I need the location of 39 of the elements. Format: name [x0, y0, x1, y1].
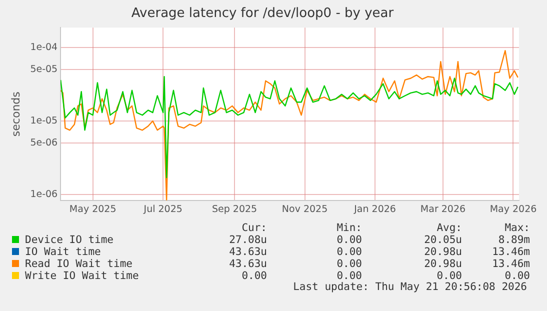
text: 0.00	[240, 270, 267, 282]
text: Cur:	[240, 222, 267, 234]
legend-label: Device IO time	[24, 234, 115, 246]
text: 20.98u	[423, 246, 462, 258]
y-axis-title: seconds	[9, 91, 22, 137]
x-tick-label: Sep 2025	[212, 204, 258, 215]
text: 0.00	[504, 270, 530, 282]
text: 0.00	[336, 246, 362, 258]
y-tick-label: 1e-05	[30, 115, 58, 126]
text: Avg:	[436, 222, 462, 234]
x-tick-label: Jul 2025	[142, 204, 182, 215]
y-tick-label: 1e-04	[30, 42, 58, 53]
text: 20.98u	[423, 258, 462, 270]
text: 0.00	[336, 258, 362, 270]
x-tick-label: Nov 2025	[282, 204, 328, 215]
y-tick-label: 5e-05	[30, 64, 58, 75]
text: 0.00	[336, 270, 362, 282]
text: 13.46m	[491, 258, 530, 270]
text: 13.46m	[491, 246, 530, 258]
legend-label: Read IO Wait time	[24, 258, 134, 270]
x-tick-label: Jan 2026	[353, 204, 396, 215]
text: Min:	[336, 222, 362, 234]
text: Max:	[504, 222, 530, 234]
chart-title: Average latency for /dev/loop0 - by year	[131, 6, 394, 22]
text: 8.89m	[497, 234, 530, 246]
text: 43.63u	[228, 246, 267, 258]
x-tick-label: Mar 2026	[420, 204, 466, 215]
text: 20.05u	[423, 234, 462, 246]
y-tick-label: 1e-06	[30, 189, 58, 200]
text: 43.63u	[228, 258, 267, 270]
text: Last update: Thu May 21 20:56:08 2026	[293, 281, 527, 293]
x-tick-label: May 2025	[69, 204, 116, 215]
text: 27.08u	[228, 234, 267, 246]
x-tick-label: May 2026	[490, 204, 537, 215]
legend-label: Write IO Wait time	[24, 270, 140, 282]
legend-label: IO Wait time	[24, 246, 102, 258]
y-tick-label: 5e-06	[30, 138, 58, 149]
text: 0.00	[336, 234, 362, 246]
text: 0.00	[436, 270, 462, 282]
